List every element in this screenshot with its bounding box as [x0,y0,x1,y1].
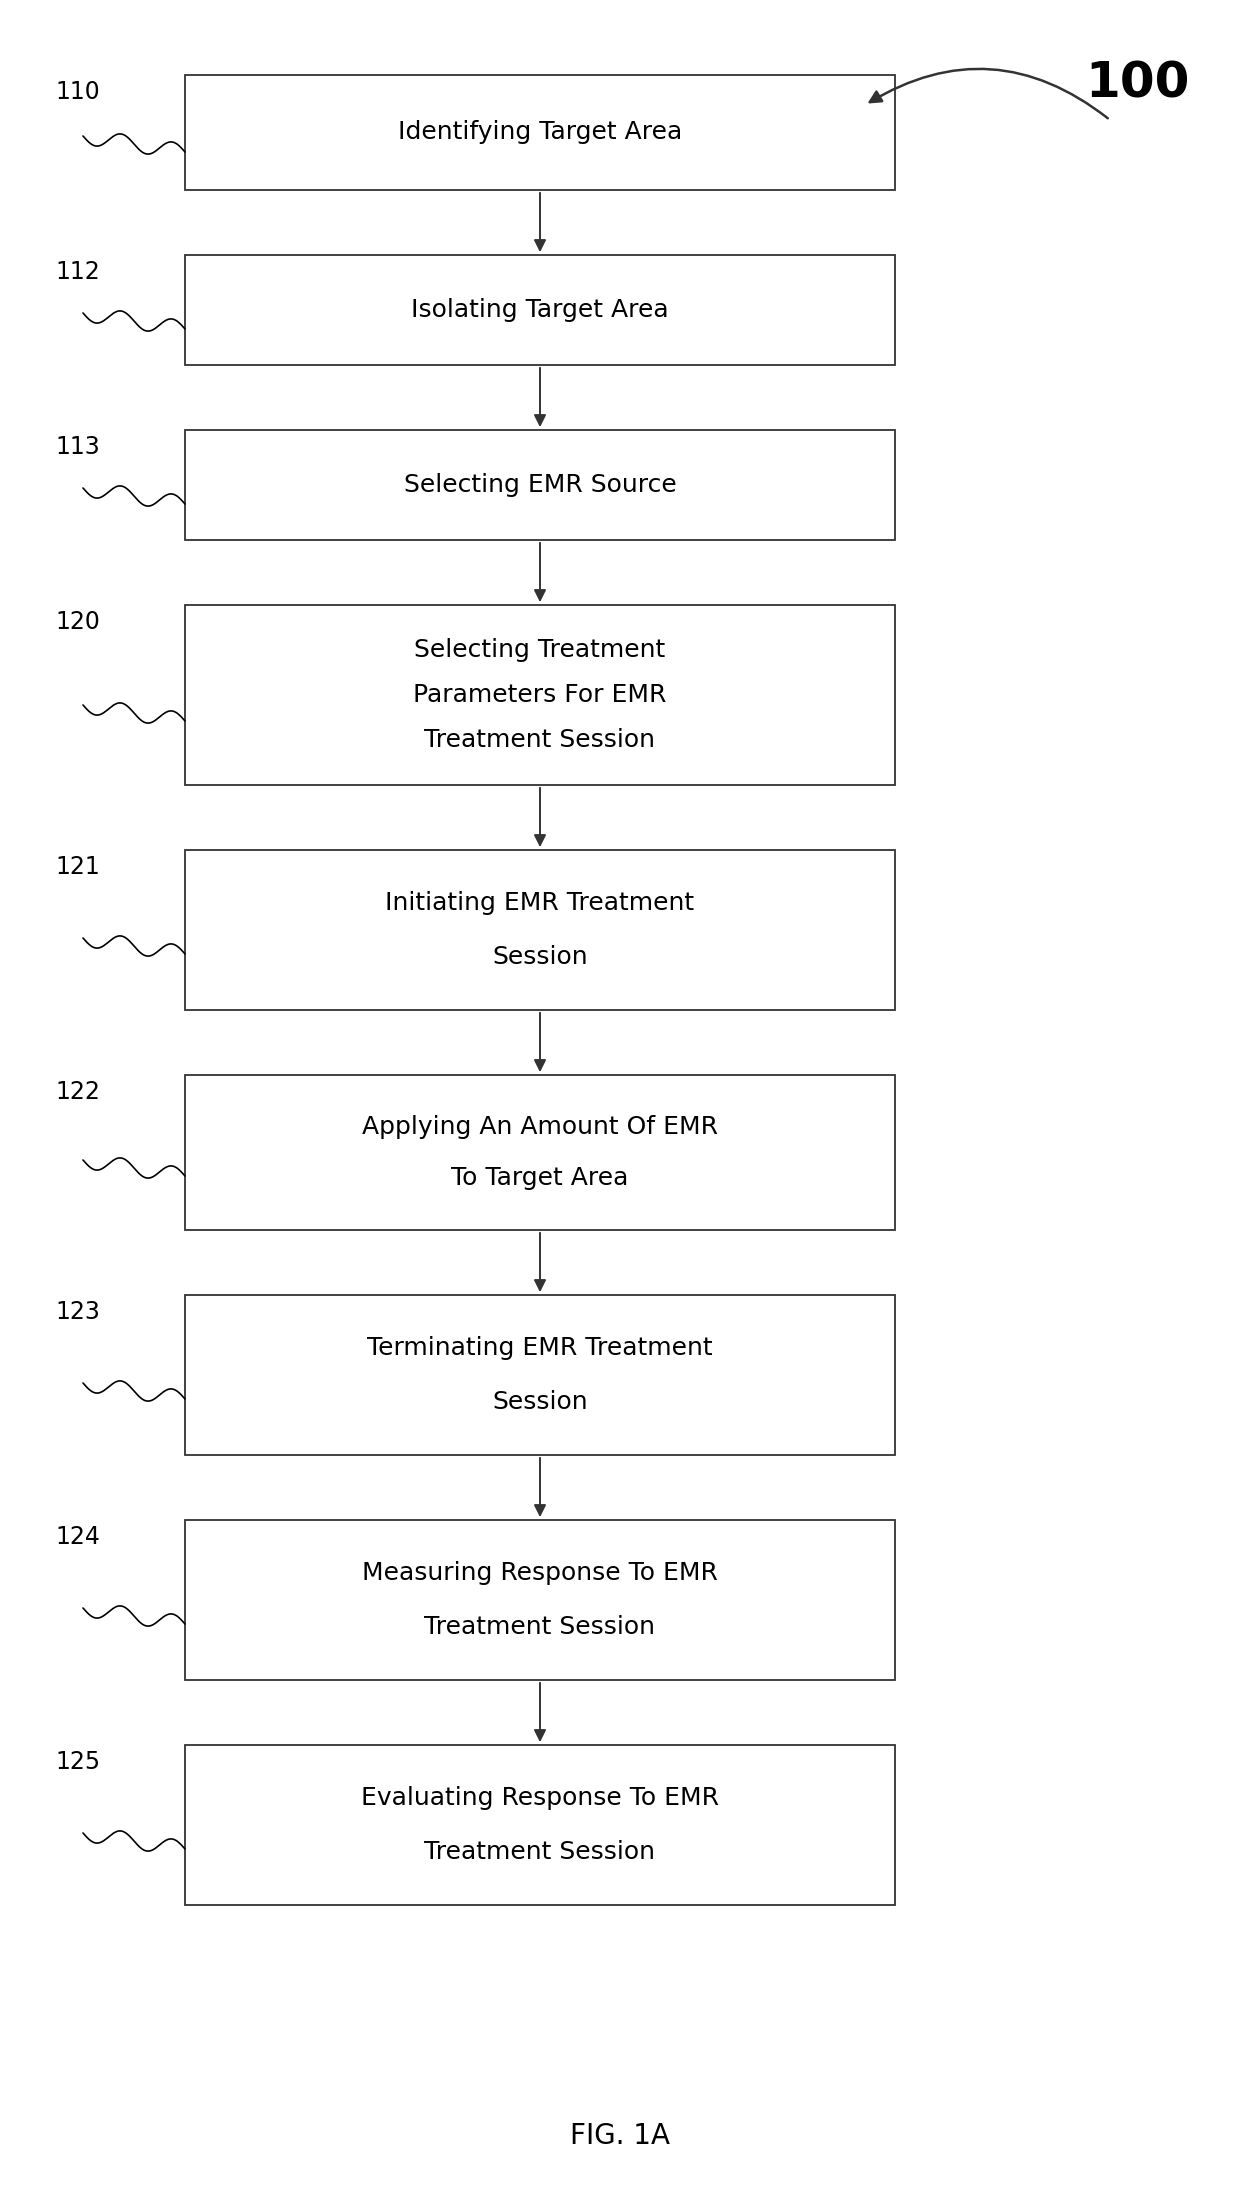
Text: 122: 122 [55,1081,100,1103]
Text: Treatment Session: Treatment Session [424,728,656,752]
Text: Identifying Target Area: Identifying Target Area [398,121,682,146]
Text: 113: 113 [55,435,99,459]
Text: FIG. 1A: FIG. 1A [570,2122,670,2151]
Text: 123: 123 [55,1299,100,1324]
Text: 121: 121 [55,856,99,878]
Text: Measuring Response To EMR: Measuring Response To EMR [362,1562,718,1586]
Text: Parameters For EMR: Parameters For EMR [413,684,667,706]
Text: 125: 125 [55,1749,100,1774]
Text: 124: 124 [55,1524,100,1549]
Text: Initiating EMR Treatment: Initiating EMR Treatment [386,891,694,915]
Bar [185,75,895,190]
Bar [185,1745,895,1906]
Text: Selecting Treatment: Selecting Treatment [414,638,666,662]
Bar [185,430,895,540]
Text: Applying An Amount Of EMR: Applying An Amount Of EMR [362,1114,718,1138]
Text: To Target Area: To Target Area [451,1167,629,1191]
Text: 110: 110 [55,79,99,104]
Text: Treatment Session: Treatment Session [424,1840,656,1864]
Text: Isolating Target Area: Isolating Target Area [412,298,668,322]
Bar [185,1074,895,1231]
Text: Session: Session [492,944,588,968]
Bar [185,256,895,364]
Text: Session: Session [492,1390,588,1414]
Text: 100: 100 [1086,60,1190,108]
Bar [185,849,895,1010]
Bar [185,604,895,785]
Bar [185,1295,895,1456]
Text: Evaluating Response To EMR: Evaluating Response To EMR [361,1787,719,1811]
Text: Terminating EMR Treatment: Terminating EMR Treatment [367,1337,713,1361]
Text: Treatment Session: Treatment Session [424,1615,656,1639]
Bar [185,1520,895,1681]
Text: Selecting EMR Source: Selecting EMR Source [404,472,676,496]
Text: 112: 112 [55,260,99,285]
Text: 120: 120 [55,611,100,633]
